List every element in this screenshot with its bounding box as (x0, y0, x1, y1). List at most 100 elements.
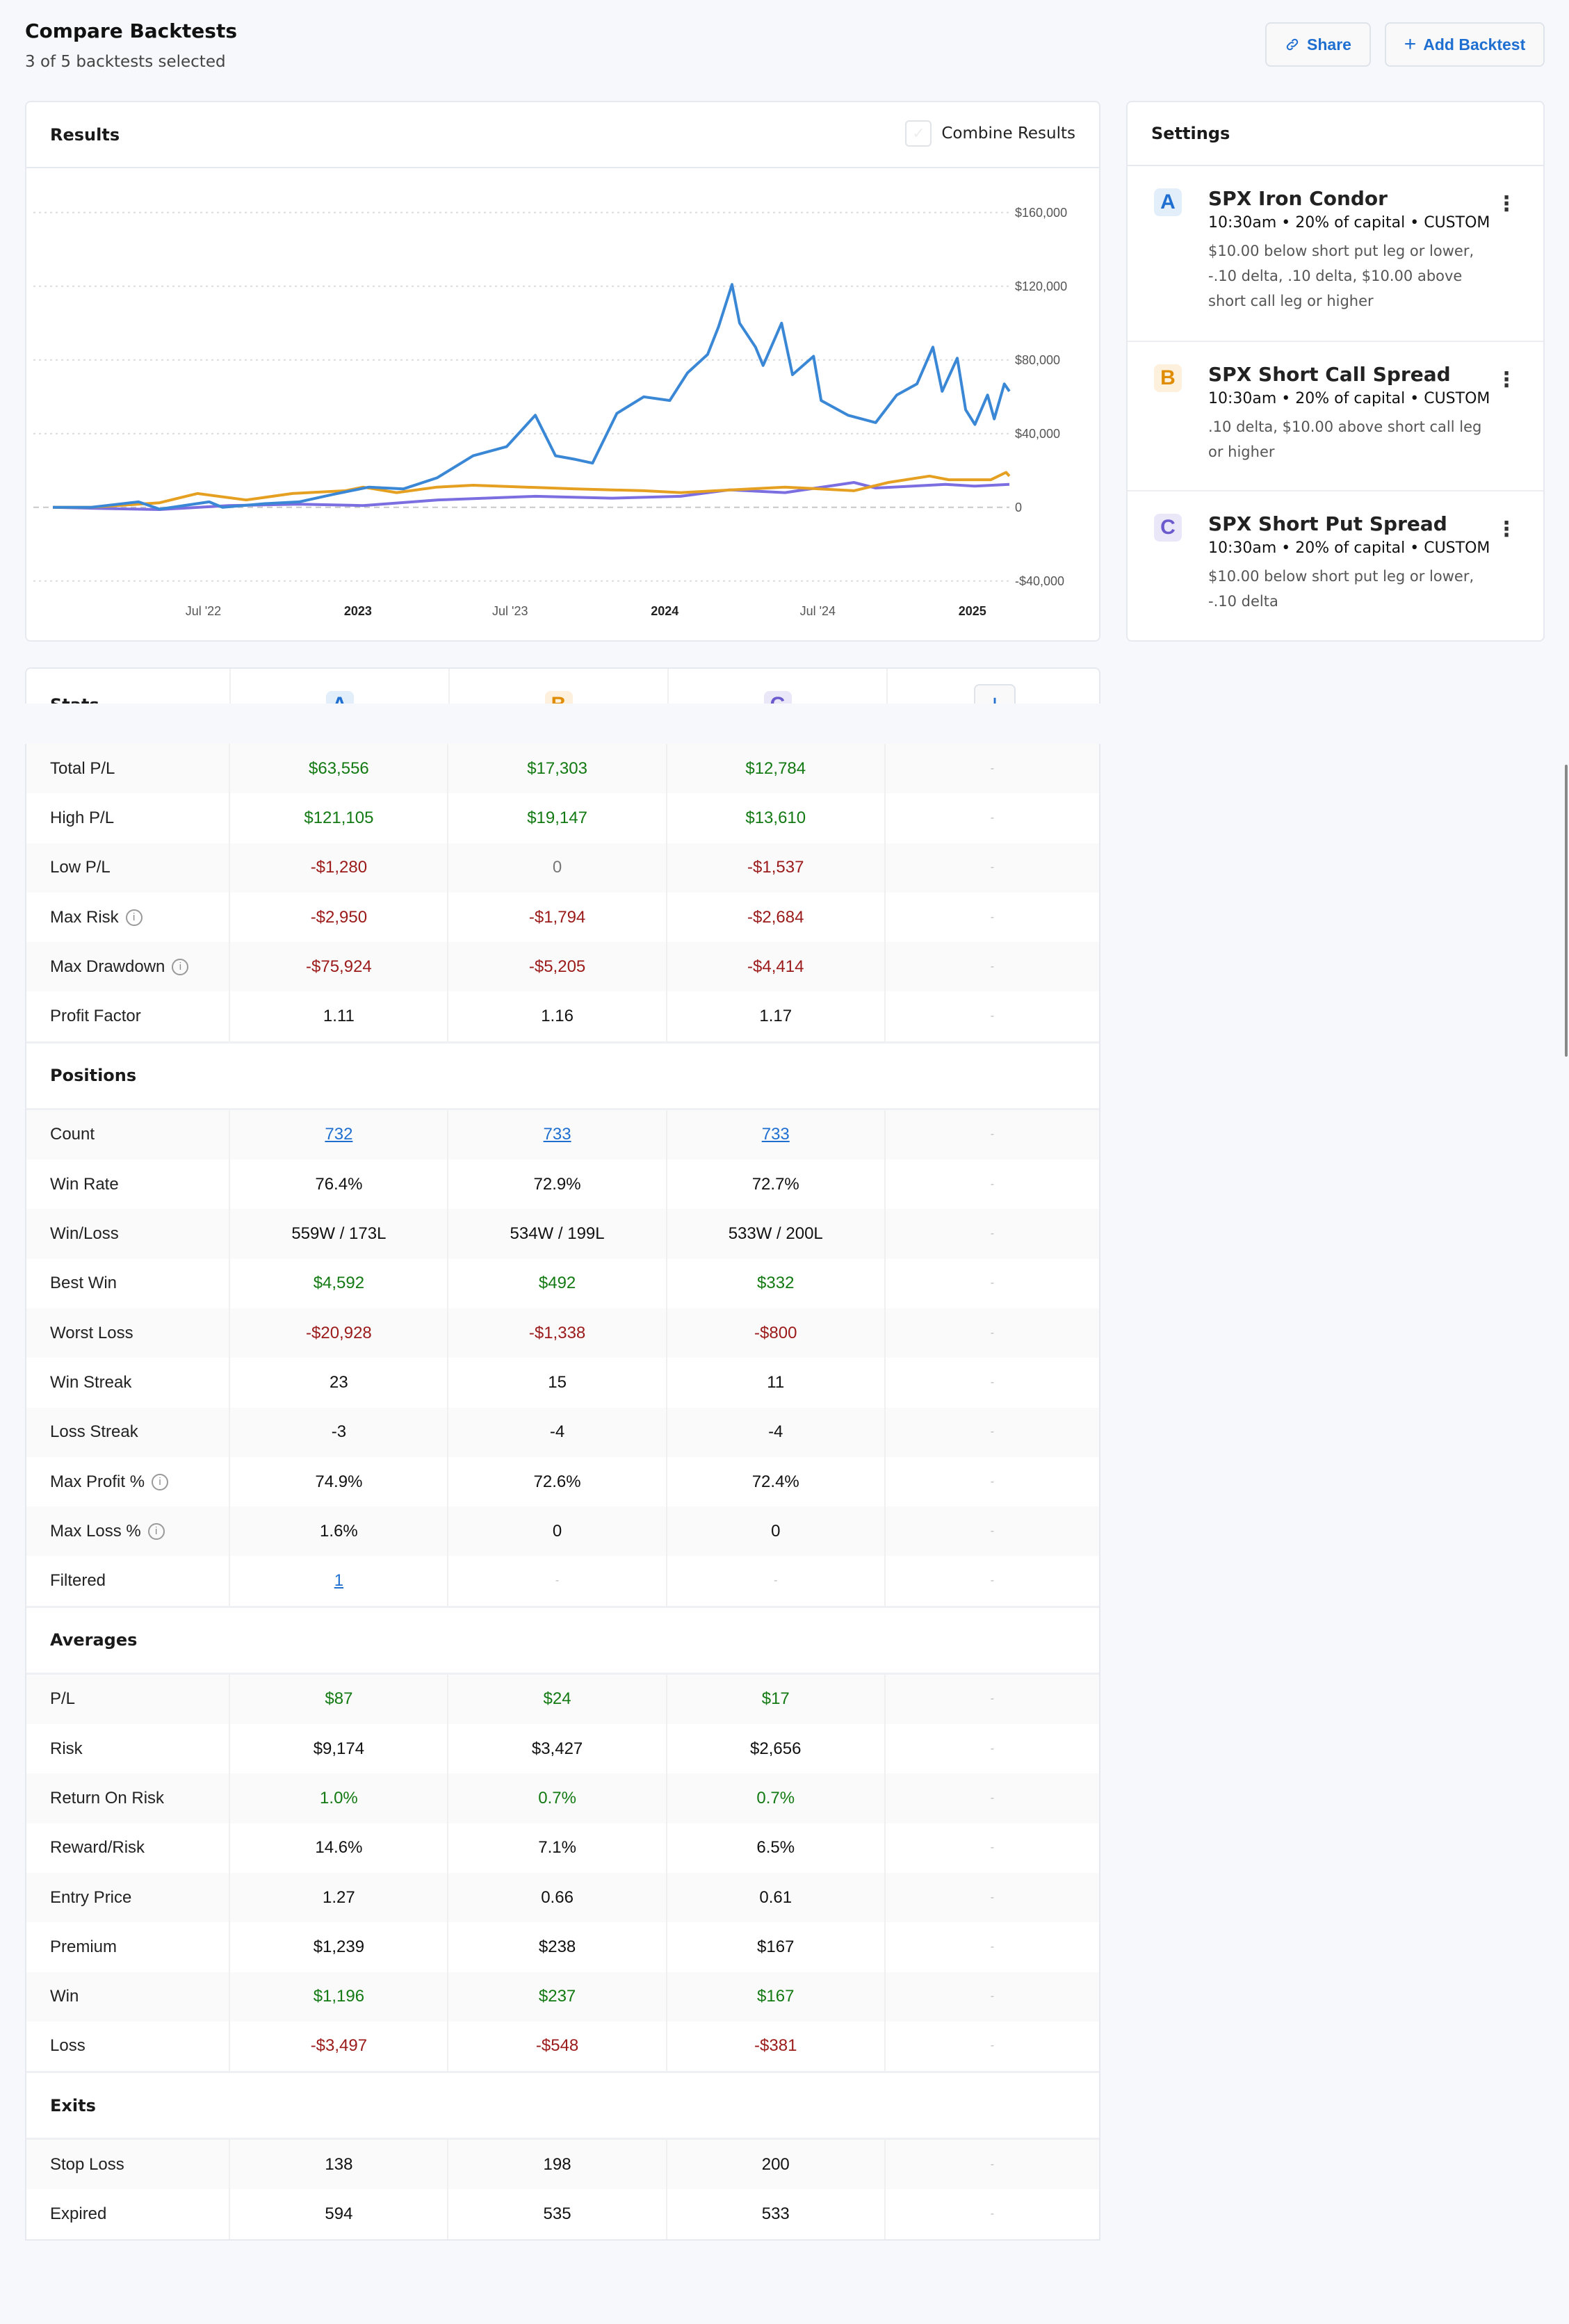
table-row: Max Risk i -$2,950 -$1,794 -$2,684 - (26, 892, 1099, 943)
value-link[interactable]: 1 (334, 1571, 344, 1591)
info-icon[interactable]: i (125, 909, 143, 926)
value: -3 (331, 1422, 347, 1442)
value: 1.27 (323, 1887, 355, 1907)
value: - (990, 861, 995, 874)
table-row: High P/L $121,105 $19,147 $13,610 - (26, 793, 1099, 843)
value-link[interactable]: 733 (543, 1125, 571, 1144)
value-cell: - (886, 1358, 1099, 1407)
row-label-cell: Worst Loss (26, 1308, 231, 1358)
settings-item-c[interactable]: C SPX Short Put Spread 10:30am • 20% of … (1128, 491, 1543, 640)
value: - (990, 1575, 995, 1587)
row-label: Loss (50, 2036, 86, 2056)
value: $24 (543, 1689, 571, 1709)
value: 534W / 199L (510, 1224, 605, 1244)
value: 198 (543, 2154, 571, 2174)
value-link[interactable]: 733 (761, 1125, 790, 1144)
row-label-cell: Max Loss % i (26, 1506, 231, 1557)
backtest-description: .10 delta, $10.00 above short call leg o… (1208, 419, 1482, 460)
value-cell: -4 (448, 1407, 667, 1457)
info-icon[interactable]: i (147, 1522, 165, 1540)
value: -$2,950 (310, 907, 368, 927)
value-cell: $24 (448, 1674, 667, 1725)
page-title: Compare Backtests (25, 19, 237, 42)
value: - (990, 1277, 995, 1290)
value-cell: $167 (667, 1972, 886, 2022)
combine-results-checkbox[interactable]: ✓ (905, 120, 932, 147)
value-cell: 733 (667, 1110, 886, 1160)
info-icon[interactable]: i (152, 1473, 169, 1490)
value-cell: 0 (667, 1506, 886, 1557)
row-label: Win Rate (50, 1174, 119, 1194)
value-cell: 1 (230, 1556, 449, 1606)
value-cell: $2,656 (667, 1724, 886, 1774)
stats-title: Stats (26, 669, 231, 704)
value-cell: 1.0% (230, 1773, 449, 1823)
row-label-cell: Stop Loss (26, 2140, 231, 2190)
value: 1.6% (320, 1521, 358, 1541)
value: - (990, 2208, 995, 2220)
y-tick-label: $160,000 (1015, 206, 1067, 220)
add-column-button[interactable]: + (974, 684, 1016, 704)
add-backtest-button[interactable]: + Add Backtest (1385, 22, 1545, 67)
row-label-cell: Premium (26, 1922, 231, 1972)
value-cell: -$800 (667, 1308, 886, 1358)
value: $19,147 (527, 808, 587, 827)
value-cell: - (886, 1209, 1099, 1258)
table-row: Filtered 1 - - - (26, 1556, 1099, 1606)
value-link[interactable]: 732 (325, 1125, 353, 1144)
more-options-icon[interactable]: ⋮ (1496, 368, 1517, 392)
value-cell: 0.7% (448, 1773, 667, 1823)
value: - (990, 911, 995, 923)
x-tick-label: 2025 (959, 604, 986, 618)
more-options-icon[interactable]: ⋮ (1496, 192, 1517, 216)
value-cell: 15 (448, 1358, 667, 1408)
value-cell: 1.11 (230, 991, 449, 1041)
scrollbar[interactable] (1565, 765, 1568, 1057)
info-icon[interactable]: i (172, 958, 189, 975)
backtest-description: $10.00 below short put leg or lower, -.1… (1208, 243, 1474, 309)
value-cell: -4 (667, 1407, 886, 1457)
row-label-cell: Low P/L (26, 843, 231, 893)
value: 1.11 (323, 1007, 355, 1026)
row-label: Max Profit % (50, 1472, 145, 1491)
row-label-cell: Win (26, 1972, 231, 2022)
settings-item-a[interactable]: A SPX Iron Condor 10:30am • 20% of capit… (1128, 166, 1543, 342)
table-row: Win $1,196 $237 $167 - (26, 1972, 1099, 2022)
value: 0 (552, 858, 562, 877)
value-cell: $238 (448, 1922, 667, 1972)
value-cell: - (886, 1259, 1099, 1308)
table-row: Max Profit % i 74.9% 72.6% 72.4% - (26, 1456, 1099, 1507)
value: 0.7% (756, 1788, 795, 1807)
x-tick-label: 2023 (344, 604, 372, 618)
value: $4,592 (313, 1274, 365, 1293)
value: - (990, 1990, 995, 2003)
backtest-description: $10.00 below short put leg or lower, -.1… (1208, 568, 1474, 610)
value: $17 (761, 1689, 790, 1709)
value-cell: - (886, 2022, 1099, 2071)
value: -$3,497 (310, 2036, 368, 2056)
backtest-name: SPX Iron Condor (1208, 187, 1388, 210)
value-cell: - (886, 1556, 1099, 1605)
x-tick-label: Jul '23 (492, 604, 528, 618)
row-label-cell: P/L (26, 1674, 231, 1725)
value-cell: 72.4% (667, 1456, 886, 1507)
row-label: Return On Risk (50, 1788, 165, 1807)
combine-results-toggle[interactable]: ✓ Combine Results (905, 120, 1075, 147)
value-cell: - (886, 793, 1099, 843)
value-cell: $492 (448, 1258, 667, 1308)
value-cell: 1.16 (448, 991, 667, 1041)
value: 7.1% (538, 1838, 576, 1858)
value-cell: $17,303 (448, 744, 667, 794)
value: 1.17 (759, 1007, 792, 1026)
share-button[interactable]: Share (1265, 22, 1371, 67)
value-cell: - (886, 843, 1099, 893)
value-cell: 14.6% (230, 1823, 449, 1873)
row-label: Total P/L (50, 758, 115, 778)
more-options-icon[interactable]: ⋮ (1496, 517, 1517, 542)
row-label: Expired (50, 2204, 107, 2224)
value: - (990, 1891, 995, 1903)
settings-item-b[interactable]: B SPX Short Call Spread 10:30am • 20% of… (1128, 342, 1543, 491)
row-label-cell: Max Drawdown i (26, 942, 231, 992)
row-label-cell: Profit Factor (26, 991, 231, 1041)
value: 0.66 (541, 1887, 574, 1907)
